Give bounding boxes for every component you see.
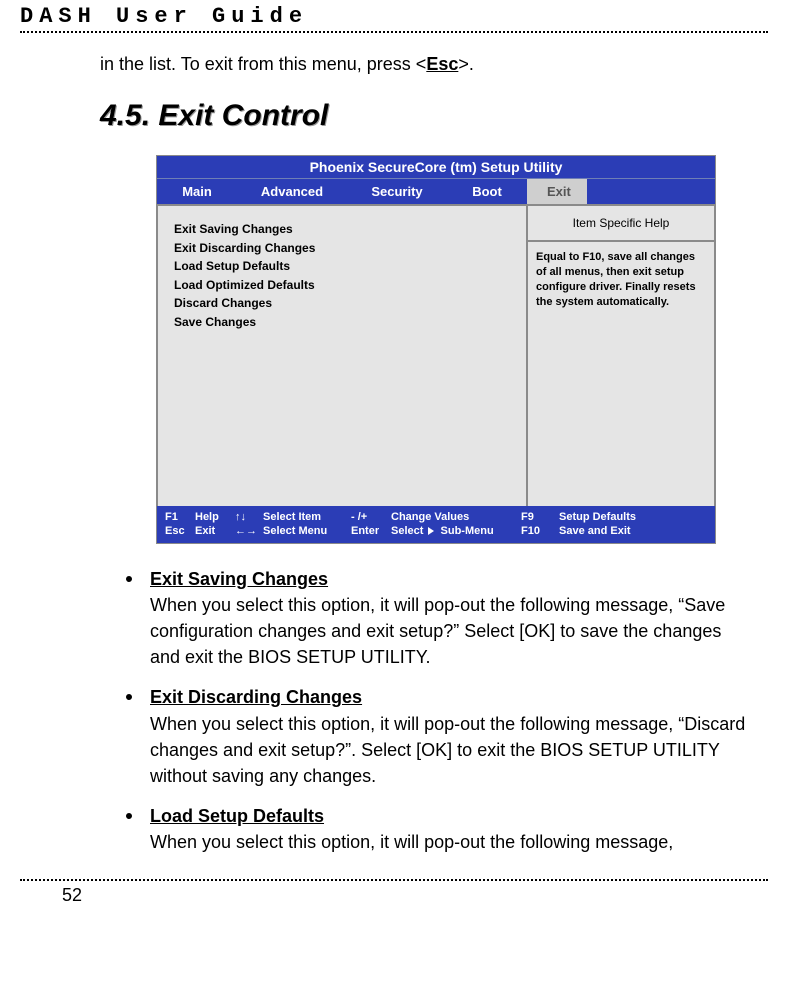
- triangle-right-icon: [428, 527, 434, 535]
- fk-enter: Enter: [351, 525, 391, 537]
- bios-menu-item[interactable]: Save Changes: [174, 313, 516, 332]
- fk-save-exit: Save and Exit: [559, 525, 707, 537]
- bios-help-title: Item Specific Help: [528, 206, 714, 242]
- bios-tab-bar: Main Advanced Security Boot Exit: [157, 179, 715, 204]
- bullet-body: When you select this option, it will pop…: [150, 832, 673, 852]
- list-item: Load Setup Defaults When you select this…: [120, 803, 748, 869]
- bios-tab-main[interactable]: Main: [157, 179, 237, 204]
- list-item: Exit Saving Changes When you select this…: [120, 566, 748, 684]
- fk-f1: F1: [165, 511, 195, 523]
- bios-body: Exit Saving Changes Exit Discarding Chan…: [157, 204, 715, 506]
- list-item: Exit Discarding Changes When you select …: [120, 684, 748, 802]
- bios-tab-filler: [587, 179, 715, 204]
- fk-select-label: Select: [391, 525, 426, 537]
- fk-select-menu: Select Menu: [263, 525, 351, 537]
- page-number: 52: [20, 885, 768, 906]
- fk-updown: ↑↓: [235, 511, 263, 523]
- bullet-title: Exit Discarding Changes: [150, 687, 362, 707]
- bios-menu-list: Exit Saving Changes Exit Discarding Chan…: [158, 206, 526, 332]
- fk-setup-defaults: Setup Defaults: [559, 511, 707, 523]
- bios-tab-advanced[interactable]: Advanced: [237, 179, 347, 204]
- fk-select-item: Select Item: [263, 511, 351, 523]
- intro-prefix: in the list. To exit from this menu, pre…: [100, 54, 426, 74]
- bios-figure: Phoenix SecureCore (tm) Setup Utility Ma…: [156, 155, 716, 544]
- bios-title-bar: Phoenix SecureCore (tm) Setup Utility: [157, 156, 715, 179]
- intro-suffix: >.: [458, 54, 474, 74]
- bios-menu-item[interactable]: Load Optimized Defaults: [174, 276, 516, 295]
- bios-tab-boot[interactable]: Boot: [447, 179, 527, 204]
- bios-menu-item[interactable]: Exit Saving Changes: [174, 220, 516, 239]
- bios-menu-panel: Exit Saving Changes Exit Discarding Chan…: [157, 206, 527, 506]
- fk-submenu-label: Sub-Menu: [437, 525, 493, 537]
- bullet-body: When you select this option, it will pop…: [150, 714, 745, 786]
- bullet-title: Exit Saving Changes: [150, 569, 328, 589]
- fk-plusminus: - /+: [351, 511, 391, 523]
- bios-menu-item[interactable]: Discard Changes: [174, 294, 516, 313]
- fk-select-submenu: Select Sub-Menu: [391, 525, 521, 537]
- bios-help-panel: Item Specific Help Equal to F10, save al…: [527, 206, 715, 506]
- bullet-list: Exit Saving Changes When you select this…: [120, 566, 748, 869]
- header-rule: [20, 31, 768, 33]
- fk-f9: F9: [521, 511, 559, 523]
- bullet-body: When you select this option, it will pop…: [150, 595, 725, 667]
- bios-footer: F1 Help ↑↓ Select Item - /+ Change Value…: [157, 506, 715, 543]
- bios-menu-item[interactable]: Exit Discarding Changes: [174, 239, 516, 258]
- intro-paragraph: in the list. To exit from this menu, pre…: [100, 51, 748, 77]
- bios-tab-exit[interactable]: Exit: [527, 179, 587, 204]
- fk-f10: F10: [521, 525, 559, 537]
- running-header: DASH User Guide: [20, 0, 768, 31]
- fk-leftright: ←→: [235, 525, 263, 537]
- bios-menu-item[interactable]: Load Setup Defaults: [174, 257, 516, 276]
- esc-keyword: Esc: [426, 54, 458, 74]
- fk-esc: Esc: [165, 525, 195, 537]
- body-column: in the list. To exit from this menu, pre…: [20, 51, 768, 869]
- bios-help-body: Equal to F10, save all changes of all me…: [528, 242, 714, 317]
- section-heading: 4.5. Exit Control: [100, 99, 748, 133]
- fk-exit: Exit: [195, 525, 235, 537]
- bios-tab-security[interactable]: Security: [347, 179, 447, 204]
- bullet-title: Load Setup Defaults: [150, 806, 324, 826]
- fk-change-values: Change Values: [391, 511, 521, 523]
- fk-help: Help: [195, 511, 235, 523]
- page: DASH User Guide in the list. To exit fro…: [0, 0, 788, 916]
- footer-rule: [20, 879, 768, 881]
